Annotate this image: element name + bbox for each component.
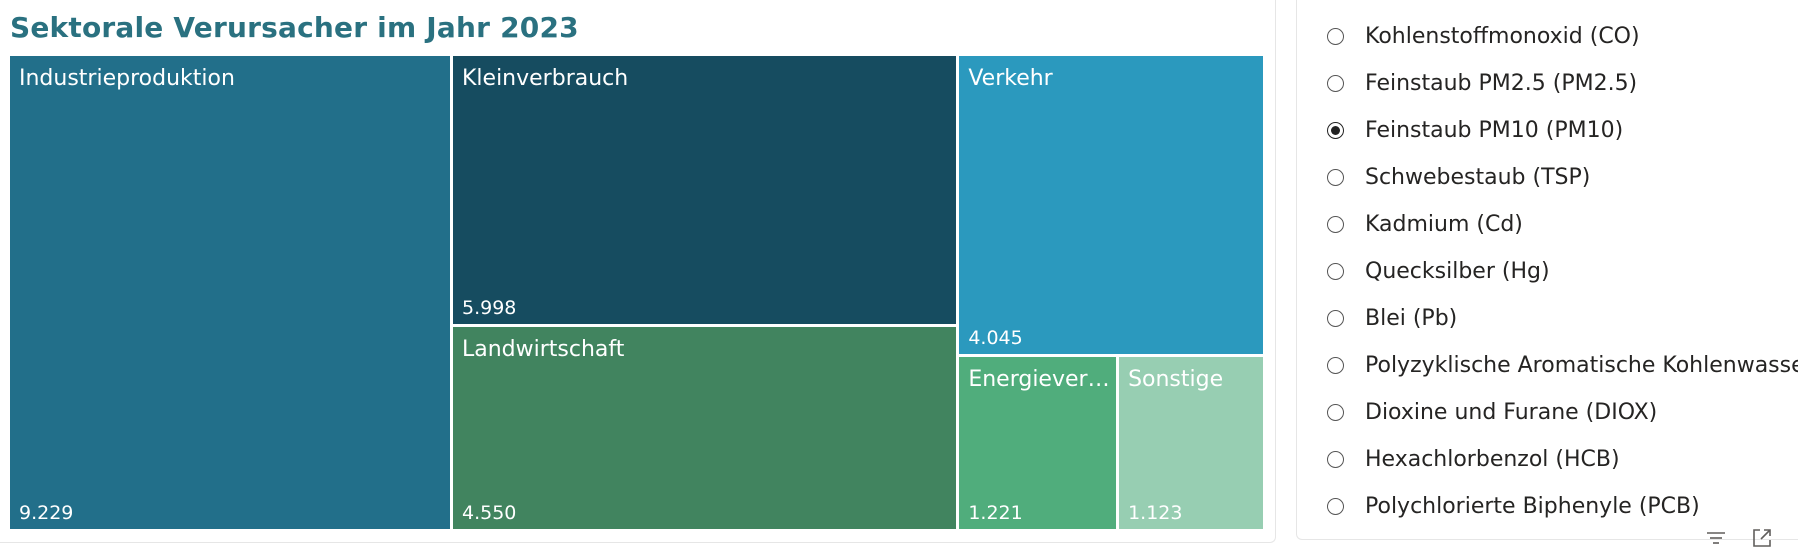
- slicer-option-9[interactable]: Hexachlorbenzol (HCB): [1327, 436, 1798, 483]
- tile-value: 9.229: [19, 502, 74, 524]
- treemap-tile-5[interactable]: Sonstige 1.123: [1119, 357, 1263, 529]
- radio-unselected-icon[interactable]: [1327, 357, 1344, 374]
- slicer-option-label: Kohlenstoffmonoxid (CO): [1365, 24, 1640, 49]
- slicer-option-label: Hexachlorbenzol (HCB): [1365, 447, 1620, 472]
- slicer-option-1[interactable]: Feinstaub PM2.5 (PM2.5): [1327, 60, 1798, 107]
- slicer-option-label: Feinstaub PM2.5 (PM2.5): [1365, 71, 1638, 96]
- slicer-option-label: Feinstaub PM10 (PM10): [1365, 118, 1624, 143]
- treemap-tile-3[interactable]: Verkehr 4.045: [959, 56, 1263, 355]
- slicer-option-5[interactable]: Quecksilber (Hg): [1327, 248, 1798, 295]
- tile-label: Sonstige: [1128, 367, 1224, 393]
- slicer-option-label: Polyzyklische Aromatische Kohlenwasserst…: [1365, 353, 1798, 378]
- visual-header-icons: [1704, 526, 1774, 550]
- chart-title: Sektorale Verursacher im Jahr 2023: [10, 11, 579, 44]
- slicer-option-label: Blei (Pb): [1365, 306, 1458, 331]
- treemap-tile-2[interactable]: Landwirtschaft 4.550: [453, 326, 957, 529]
- tile-value: 1.221: [968, 501, 1023, 524]
- radio-unselected-icon[interactable]: [1327, 216, 1344, 233]
- slicer-option-label: Quecksilber (Hg): [1365, 259, 1550, 284]
- radio-unselected-icon[interactable]: [1327, 263, 1344, 280]
- slicer-option-8[interactable]: Dioxine und Furane (DIOX): [1327, 389, 1798, 436]
- radio-unselected-icon[interactable]: [1327, 498, 1344, 515]
- slicer-option-2[interactable]: Feinstaub PM10 (PM10): [1327, 107, 1798, 154]
- treemap-plot: Industrieproduktion 9.229 Kleinverbrauch 5.…: [10, 56, 1266, 532]
- slicer-option-4[interactable]: Kadmium (Cd): [1327, 201, 1798, 248]
- slicer-option-3[interactable]: Schwebestaub (TSP): [1327, 154, 1798, 201]
- tile-value: 5.998: [462, 296, 517, 319]
- radio-unselected-icon[interactable]: [1327, 75, 1344, 92]
- tile-label: Industrieproduktion: [19, 66, 235, 91]
- radio-unselected-icon[interactable]: [1327, 310, 1344, 327]
- slicer-option-6[interactable]: Blei (Pb): [1327, 295, 1798, 342]
- tile-label: Kleinverbrauch: [462, 66, 629, 91]
- tile-label: Landwirtschaft: [462, 336, 625, 362]
- tile-value: 4.550: [462, 501, 517, 524]
- slicer-option-label: Schwebestaub (TSP): [1365, 165, 1591, 190]
- filter-icon[interactable]: [1704, 526, 1728, 550]
- radio-unselected-icon[interactable]: [1327, 28, 1344, 45]
- tile-label: Energievers...: [968, 367, 1112, 393]
- focus-mode-icon[interactable]: [1750, 526, 1774, 550]
- radio-unselected-icon[interactable]: [1327, 404, 1344, 421]
- treemap-tile-1[interactable]: Kleinverbrauch 5.998: [453, 56, 957, 324]
- tile-value: 1.123: [1128, 501, 1183, 524]
- slicer-option-10[interactable]: Polychlorierte Biphenyle (PCB): [1327, 483, 1798, 530]
- tile-label: Verkehr: [968, 66, 1053, 91]
- slicer-option-label: Polychlorierte Biphenyle (PCB): [1365, 494, 1700, 519]
- radio-selected-icon[interactable]: [1327, 122, 1344, 139]
- radio-unselected-icon[interactable]: [1327, 169, 1344, 186]
- pollutant-slicer: Kohlenstoffmonoxid (CO) Feinstaub PM2.5 (…: [1296, 0, 1798, 540]
- tile-value: 4.045: [968, 327, 1023, 350]
- slicer-option-label: Kadmium (Cd): [1365, 212, 1523, 237]
- radio-dot-icon: [1331, 126, 1340, 135]
- treemap-visual: Sektorale Verursacher im Jahr 2023 Indus…: [0, 0, 1276, 543]
- slicer-option-0[interactable]: Kohlenstoffmonoxid (CO): [1327, 13, 1798, 60]
- slicer-option-label: Dioxine und Furane (DIOX): [1365, 400, 1658, 425]
- slicer-option-7[interactable]: Polyzyklische Aromatische Kohlenwasserst…: [1327, 342, 1798, 389]
- treemap-tile-0[interactable]: Industrieproduktion 9.229: [10, 56, 450, 529]
- radio-unselected-icon[interactable]: [1327, 451, 1344, 468]
- slicer-option-list: Kohlenstoffmonoxid (CO) Feinstaub PM2.5 (…: [1327, 13, 1798, 530]
- treemap-tile-4[interactable]: Energievers... 1.221: [959, 357, 1117, 529]
